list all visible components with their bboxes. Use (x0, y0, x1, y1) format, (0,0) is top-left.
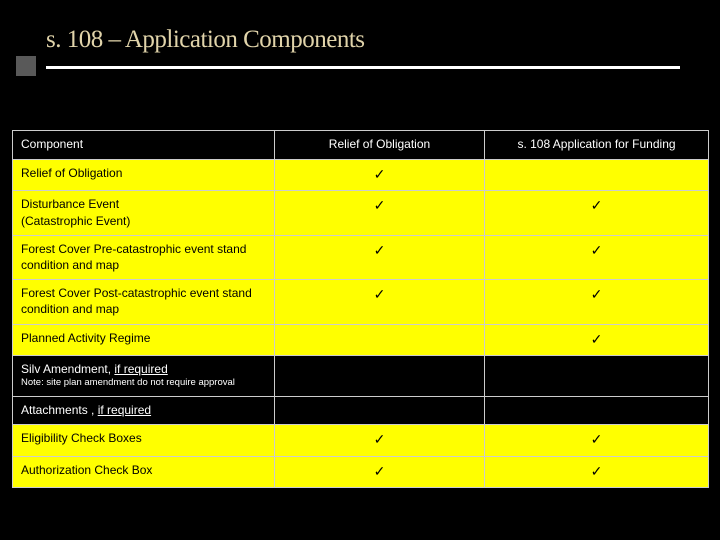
cell-component: Relief of Obligation (13, 159, 275, 191)
cell-funding (485, 159, 709, 191)
table-row: Forest Cover Pre-catastrophic event stan… (13, 235, 709, 279)
cell-component: Silv Amendment, if requiredNote: site pl… (13, 356, 275, 397)
cell-component: Forest Cover Post-catastrophic event sta… (13, 280, 275, 324)
page-title: s. 108 – Application Components (46, 26, 365, 54)
table-row: Relief of Obligation✓ (13, 159, 709, 191)
cell-relief (275, 324, 485, 356)
cell-component: Attachments , if required (13, 397, 275, 425)
cell-component: Eligibility Check Boxes (13, 425, 275, 457)
cell-funding (485, 397, 709, 425)
accent-tab (16, 56, 36, 76)
cell-relief (275, 397, 485, 425)
title-underline (46, 66, 680, 69)
table-row: Eligibility Check Boxes✓✓ (13, 425, 709, 457)
cell-relief: ✓ (275, 159, 485, 191)
cell-component: Forest Cover Pre-catastrophic event stan… (13, 235, 275, 279)
components-table: Component Relief of Obligation s. 108 Ap… (12, 130, 708, 488)
col-header-component: Component (13, 131, 275, 160)
cell-relief: ✓ (275, 191, 485, 235)
col-header-funding: s. 108 Application for Funding (485, 131, 709, 160)
cell-relief: ✓ (275, 456, 485, 488)
cell-relief (275, 356, 485, 397)
table-row: Forest Cover Post-catastrophic event sta… (13, 280, 709, 324)
cell-component: Authorization Check Box (13, 456, 275, 488)
cell-funding: ✓ (485, 191, 709, 235)
table-row: Attachments , if required (13, 397, 709, 425)
cell-funding: ✓ (485, 280, 709, 324)
cell-relief: ✓ (275, 425, 485, 457)
cell-funding: ✓ (485, 456, 709, 488)
cell-funding: ✓ (485, 425, 709, 457)
table-row: Authorization Check Box✓✓ (13, 456, 709, 488)
table-row: Disturbance Event(Catastrophic Event)✓✓ (13, 191, 709, 235)
cell-funding (485, 356, 709, 397)
cell-component: Disturbance Event(Catastrophic Event) (13, 191, 275, 235)
table-header-row: Component Relief of Obligation s. 108 Ap… (13, 131, 709, 160)
col-header-relief: Relief of Obligation (275, 131, 485, 160)
cell-component: Planned Activity Regime (13, 324, 275, 356)
cell-relief: ✓ (275, 280, 485, 324)
cell-relief: ✓ (275, 235, 485, 279)
table-row: Planned Activity Regime ✓ (13, 324, 709, 356)
table-row: Silv Amendment, if requiredNote: site pl… (13, 356, 709, 397)
cell-funding: ✓ (485, 324, 709, 356)
cell-funding: ✓ (485, 235, 709, 279)
